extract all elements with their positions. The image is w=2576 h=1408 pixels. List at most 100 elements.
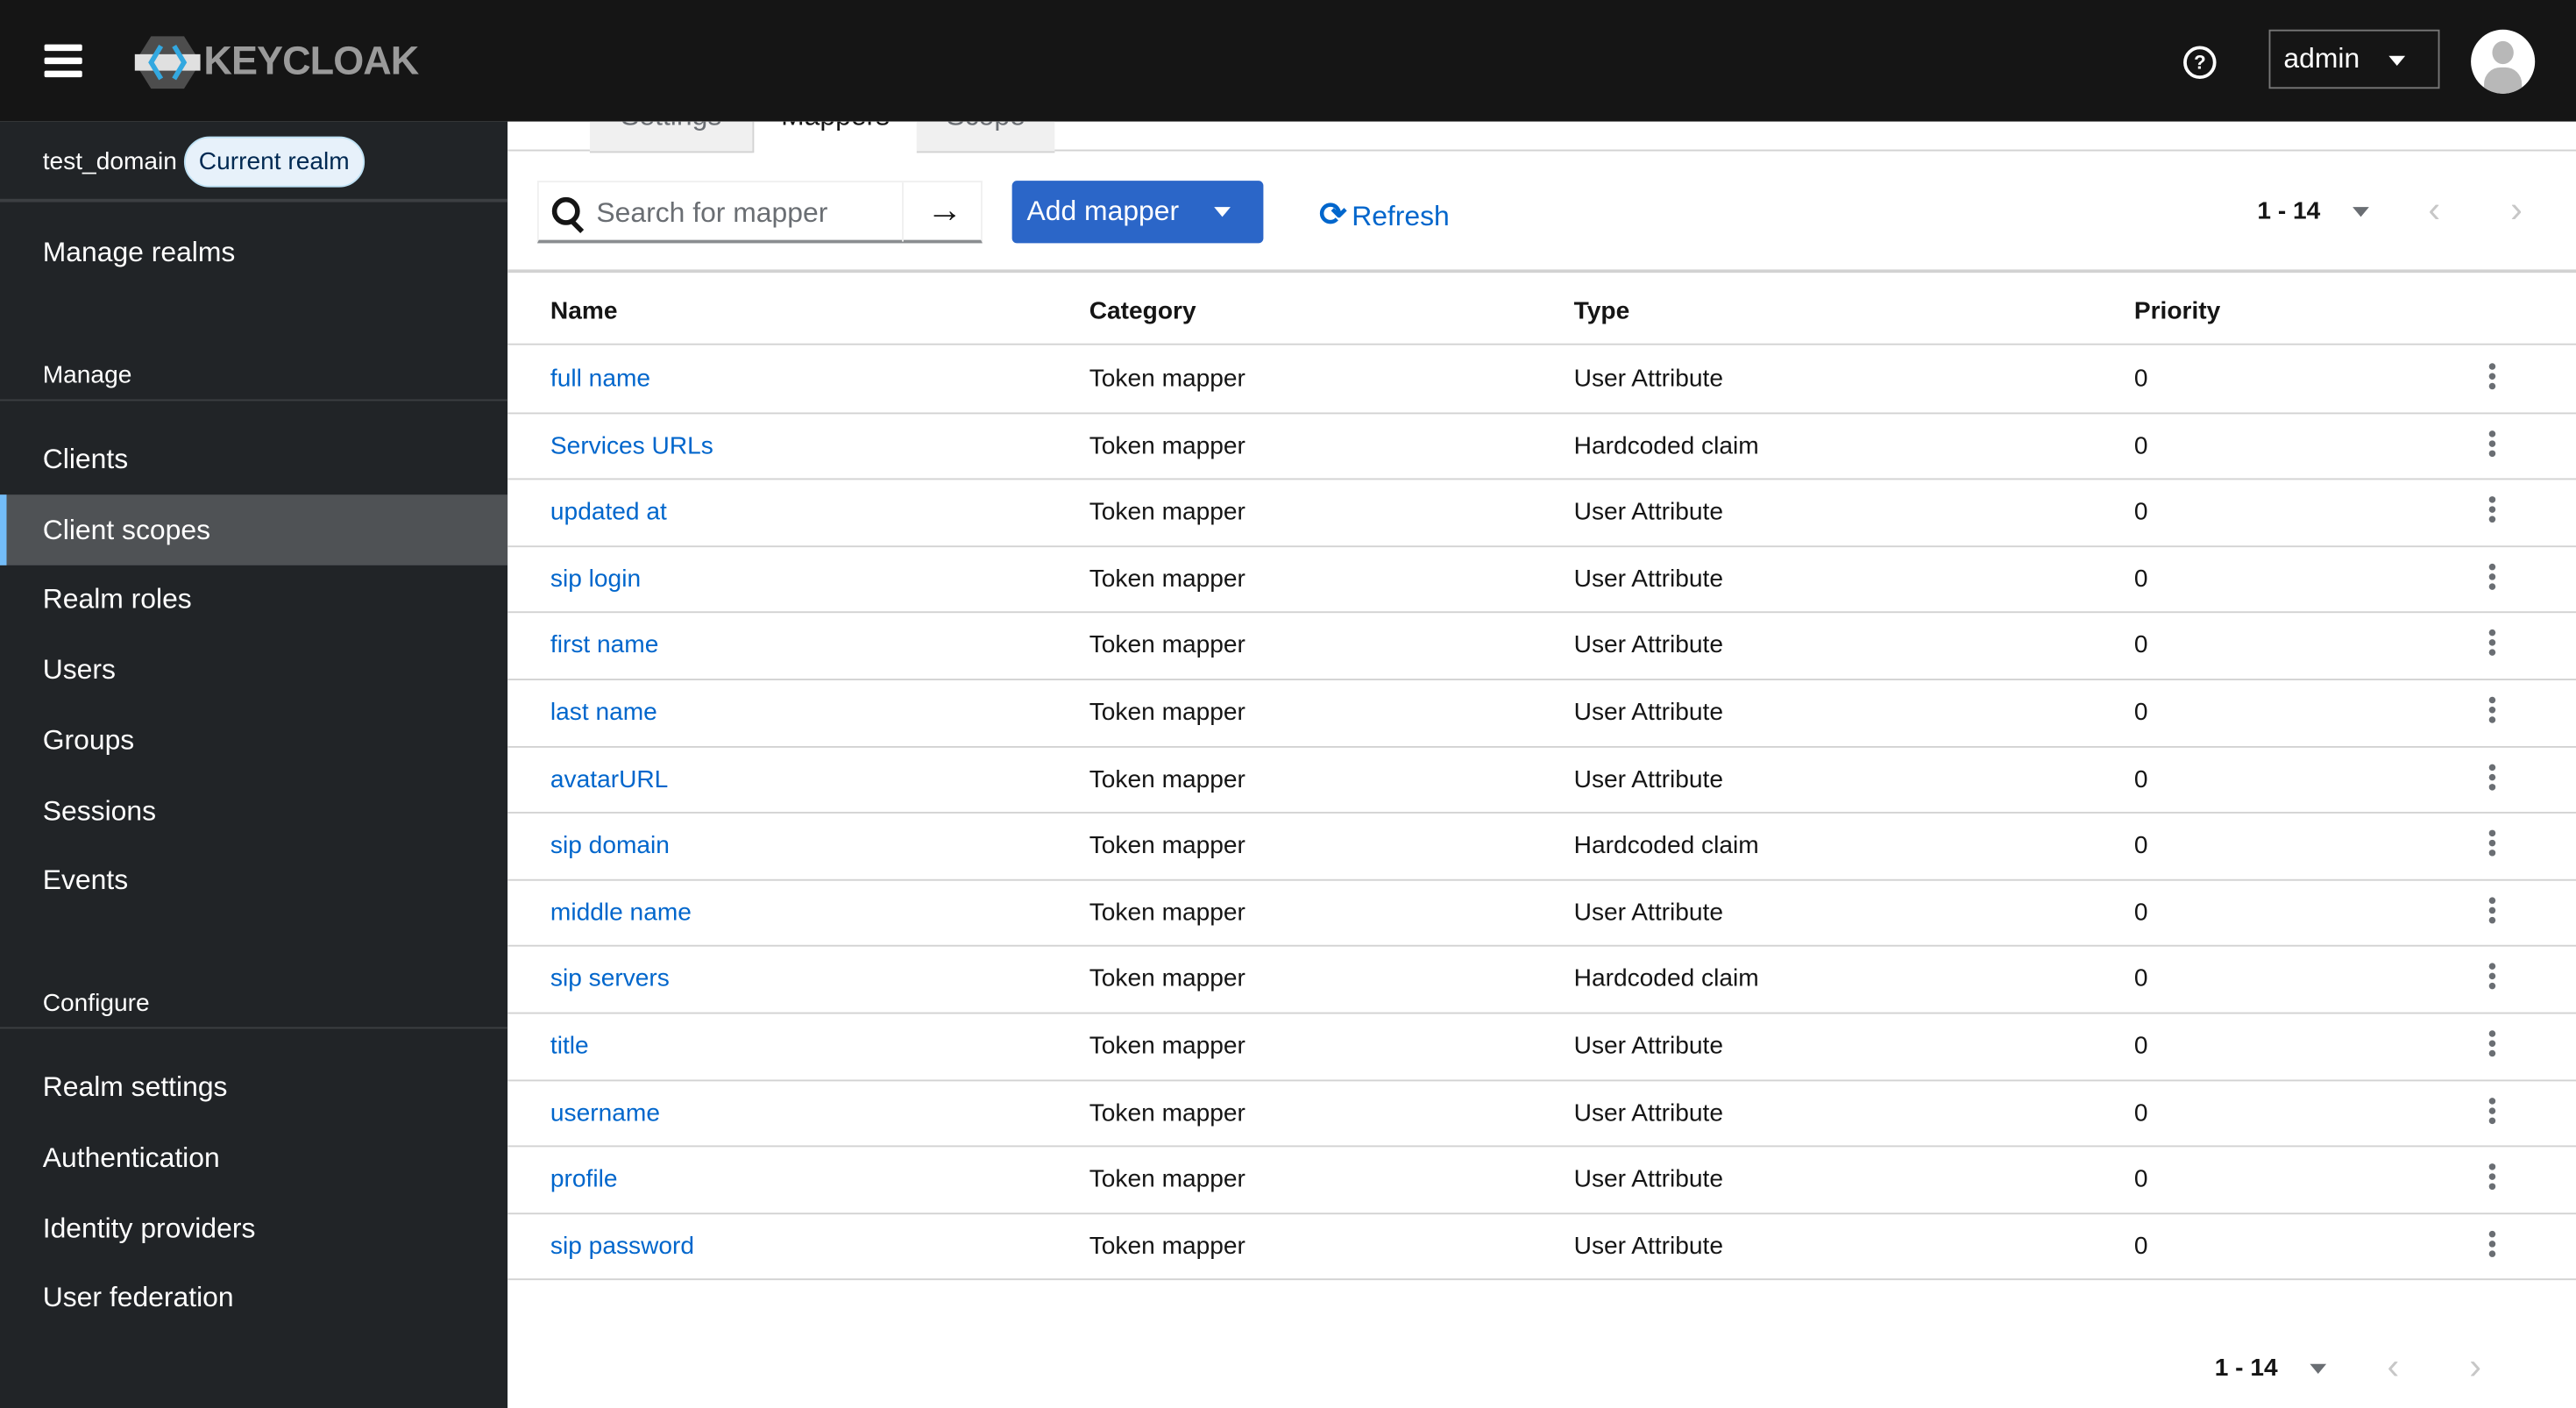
mapper-category: Token mapper: [1089, 898, 1245, 927]
mapper-type: User Attribute: [1573, 1165, 1724, 1194]
mapper-category: Token mapper: [1089, 1165, 1245, 1194]
mapper-name-link[interactable]: full name: [550, 365, 651, 393]
mapper-name-link[interactable]: middle name: [550, 898, 692, 927]
caret-down-icon: [2310, 1363, 2327, 1375]
kebab-menu-icon[interactable]: [2487, 1163, 2497, 1193]
sidebar: test_domain Current realm Manage realms …: [0, 121, 508, 1408]
kebab-menu-icon[interactable]: [2487, 763, 2497, 793]
sidebar-item-realm-roles[interactable]: Realm roles: [42, 583, 192, 615]
keycloak-hex-icon: [134, 36, 201, 89]
mapper-priority: 0: [2133, 1232, 2148, 1261]
table-row: middle name Token mapper User Attribute 0: [507, 878, 2576, 948]
table-row: sip servers Token mapper Hardcoded claim 0: [507, 946, 2576, 1014]
chevron-left-icon[interactable]: ‹: [2387, 1346, 2400, 1387]
column-header-priority: Priority: [2133, 297, 2221, 326]
mapper-name-link[interactable]: last name: [550, 698, 657, 727]
kebab-menu-icon[interactable]: [2487, 964, 2497, 993]
kebab-menu-icon[interactable]: [2487, 1097, 2497, 1127]
mapper-type: User Attribute: [1573, 1099, 1724, 1127]
mapper-name-link[interactable]: sip servers: [550, 965, 670, 993]
mapper-name-link[interactable]: first name: [550, 631, 659, 660]
kebab-menu-icon[interactable]: [2487, 363, 2497, 393]
sidebar-item-authentication[interactable]: Authentication: [42, 1141, 220, 1174]
chevron-right-icon[interactable]: ›: [2510, 188, 2523, 231]
mapper-name-link[interactable]: sip domain: [550, 831, 670, 860]
mapper-type: Hardcoded claim: [1573, 965, 1759, 993]
mapper-type: User Attribute: [1573, 631, 1724, 660]
mapper-category: Token mapper: [1089, 365, 1245, 393]
pagination-toggle-bottom[interactable]: 1 - 14: [2215, 1355, 2327, 1382]
realm-name: test_domain: [42, 147, 177, 176]
sidebar-item-manage-realms[interactable]: Manage realms: [42, 236, 236, 268]
mapper-name-link[interactable]: updated at: [550, 498, 667, 527]
sidebar-item-user-federation[interactable]: User federation: [42, 1282, 234, 1313]
mapper-priority: 0: [2133, 764, 2148, 793]
sidebar-item-users[interactable]: Users: [42, 654, 116, 686]
mapper-type: Hardcoded claim: [1573, 831, 1759, 860]
kebab-menu-icon[interactable]: [2487, 629, 2497, 660]
kebab-menu-icon[interactable]: [2487, 897, 2497, 927]
table-row: title Token mapper User Attribute 0: [507, 1013, 2576, 1081]
divider: [507, 343, 2576, 345]
kebab-menu-icon[interactable]: [2487, 430, 2497, 459]
sidebar-item-events[interactable]: Events: [42, 864, 129, 896]
sidebar-item-client-scopes[interactable]: Client scopes: [0, 494, 508, 565]
brand-name: KEYCLOAK: [203, 39, 419, 84]
mapper-type: User Attribute: [1573, 764, 1724, 793]
mapper-name-link[interactable]: title: [550, 1032, 589, 1060]
kebab-menu-icon[interactable]: [2487, 696, 2497, 727]
sidebar-item-identity-providers[interactable]: Identity providers: [42, 1212, 256, 1244]
mapper-name-link[interactable]: avatarURL: [550, 764, 669, 793]
mapper-type: User Attribute: [1573, 898, 1724, 927]
tab-scope[interactable]: Scope: [916, 121, 1055, 153]
mapper-category: Token mapper: [1089, 1232, 1245, 1261]
sidebar-item-groups[interactable]: Groups: [42, 724, 135, 757]
sidebar-item-clients[interactable]: Clients: [42, 444, 129, 475]
caret-down-icon: [1214, 207, 1231, 217]
kebab-menu-icon[interactable]: [2487, 496, 2497, 526]
column-header-type: Type: [1573, 297, 1630, 326]
search-box: →: [536, 181, 986, 244]
hamburger-menu-icon[interactable]: [44, 44, 82, 78]
chevron-left-icon[interactable]: ‹: [2428, 188, 2441, 231]
search-submit-arrow-icon[interactable]: →: [902, 182, 986, 242]
mapper-category: Token mapper: [1089, 831, 1245, 860]
mapper-name-link[interactable]: username: [550, 1099, 660, 1127]
help-icon[interactable]: ?: [2183, 46, 2217, 79]
table-row: sip domain Token mapper Hardcoded claim 0: [507, 812, 2576, 881]
mapper-category: Token mapper: [1089, 1099, 1245, 1127]
table-row: first name Token mapper User Attribute 0: [507, 612, 2576, 680]
mapper-name-link[interactable]: sip login: [550, 565, 642, 594]
mapper-category: Token mapper: [1089, 431, 1245, 460]
mapper-category: Token mapper: [1089, 1032, 1245, 1060]
chevron-right-icon[interactable]: ›: [2469, 1346, 2481, 1387]
pagination-toggle[interactable]: 1 - 14: [2257, 197, 2370, 225]
tab-mappers[interactable]: Mappers: [752, 121, 919, 153]
mapper-priority: 0: [2133, 698, 2148, 727]
mapper-priority: 0: [2133, 1099, 2148, 1127]
refresh-icon: ⟳: [1319, 196, 1347, 234]
realm-selector[interactable]: test_domain Current realm: [0, 122, 508, 203]
avatar[interactable]: [2471, 29, 2536, 94]
search-icon: [551, 196, 580, 225]
mapper-priority: 0: [2133, 565, 2148, 594]
refresh-button[interactable]: ⟳ Refresh: [1319, 194, 1450, 235]
kebab-menu-icon[interactable]: [2487, 829, 2497, 860]
table-row: last name Token mapper User Attribute 0: [507, 679, 2576, 748]
column-header-name[interactable]: Name: [550, 297, 618, 326]
mapper-name-link[interactable]: Services URLs: [550, 431, 713, 460]
kebab-menu-icon[interactable]: [2487, 1230, 2497, 1261]
mapper-category: Token mapper: [1089, 965, 1245, 993]
kebab-menu-icon[interactable]: [2487, 563, 2497, 594]
mapper-name-link[interactable]: sip password: [550, 1232, 695, 1261]
sidebar-item-realm-settings[interactable]: Realm settings: [42, 1071, 228, 1103]
add-mapper-button[interactable]: Add mapper: [1011, 181, 1264, 244]
kebab-menu-icon[interactable]: [2487, 1030, 2497, 1060]
keycloak-logo[interactable]: KEYCLOAK: [134, 36, 419, 89]
mapper-name-link[interactable]: profile: [550, 1165, 618, 1194]
search-input[interactable]: [593, 192, 896, 236]
mapper-type: User Attribute: [1573, 565, 1724, 594]
sidebar-item-sessions[interactable]: Sessions: [42, 795, 157, 827]
tab-settings[interactable]: Settings: [589, 121, 753, 153]
user-dropdown[interactable]: admin: [2268, 29, 2440, 89]
